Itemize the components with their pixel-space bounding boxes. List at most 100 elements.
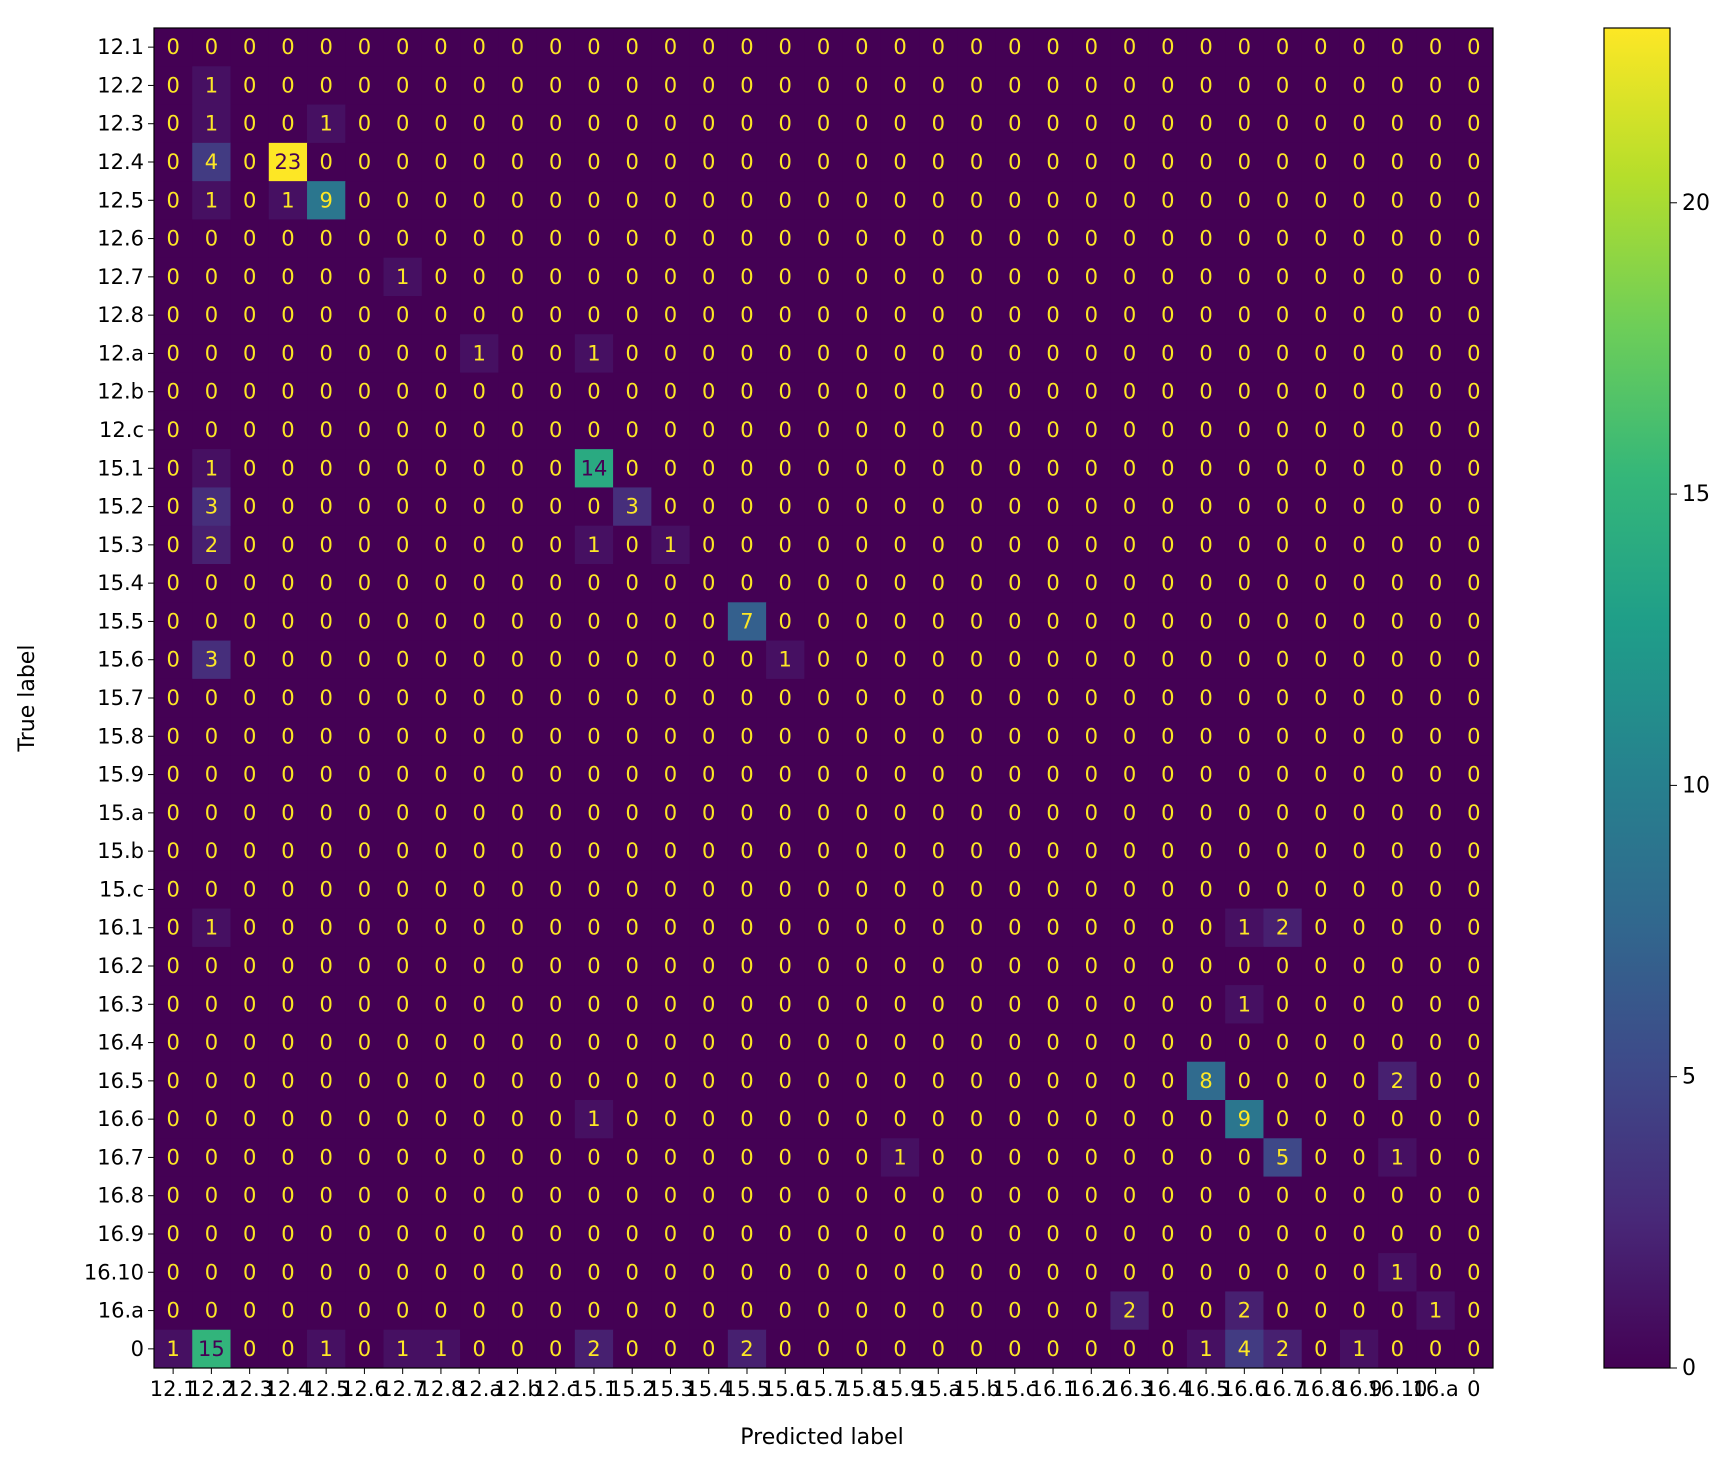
cell-label: 0 xyxy=(396,227,409,251)
cell xyxy=(192,181,232,220)
cell-label: 0 xyxy=(358,35,371,59)
cell xyxy=(613,678,652,718)
cell xyxy=(651,870,691,910)
cell xyxy=(345,372,385,412)
cell-label: 0 xyxy=(549,763,562,787)
cell xyxy=(1378,1291,1417,1331)
cell xyxy=(536,410,576,450)
cell-label: 0 xyxy=(932,609,945,633)
cell-label: 0 xyxy=(893,1107,906,1131)
cell xyxy=(230,525,270,565)
cell-label: 0 xyxy=(549,839,562,863)
cell xyxy=(613,296,652,335)
cell xyxy=(957,678,997,718)
cell xyxy=(1416,104,1456,144)
cell xyxy=(536,1253,576,1292)
cell-label: 0 xyxy=(855,456,868,480)
cell-label: 0 xyxy=(434,954,447,978)
cell-label: 0 xyxy=(1352,112,1365,136)
cell xyxy=(651,487,691,527)
cell xyxy=(421,678,461,718)
cell xyxy=(919,104,958,144)
cell xyxy=(154,602,193,642)
cell xyxy=(1225,602,1264,642)
cell-label: 0 xyxy=(970,533,983,557)
cell xyxy=(1416,793,1456,833)
cell xyxy=(192,525,232,565)
cell xyxy=(574,793,614,833)
cell-label: 0 xyxy=(1276,1107,1289,1131)
cell-label: 0 xyxy=(1467,227,1480,251)
cell-label: 0 xyxy=(932,801,945,825)
cell xyxy=(1301,219,1341,259)
cell-label: 0 xyxy=(1046,1299,1059,1323)
cell-label: 0 xyxy=(779,456,792,480)
cell-label: 0 xyxy=(893,839,906,863)
cell xyxy=(689,449,729,488)
cell xyxy=(1416,449,1456,488)
cell xyxy=(154,334,193,374)
cell xyxy=(1263,449,1303,488)
cell xyxy=(1186,142,1226,182)
cell xyxy=(383,66,423,106)
cell xyxy=(1033,296,1073,335)
cell xyxy=(1148,870,1188,910)
cell-label: 0 xyxy=(664,1260,677,1284)
cell-label: 0 xyxy=(740,992,753,1016)
cell-label: 0 xyxy=(626,533,639,557)
cell xyxy=(766,525,805,565)
cell-label: 0 xyxy=(1238,801,1251,825)
cell-label: 0 xyxy=(587,495,600,519)
cell xyxy=(1225,142,1264,182)
cell-label: 0 xyxy=(855,609,868,633)
cell-label: 0 xyxy=(1467,1031,1480,1055)
cell-label: 0 xyxy=(664,571,677,595)
cell-label: 0 xyxy=(1467,801,1480,825)
cell-label: 0 xyxy=(626,1299,639,1323)
cell-label: 0 xyxy=(205,877,218,901)
cell xyxy=(383,1214,423,1254)
cell-label: 0 xyxy=(205,418,218,442)
cell xyxy=(1033,1100,1073,1139)
cell-label: 0 xyxy=(434,1299,447,1323)
cell-label: 0 xyxy=(1008,227,1021,251)
cell xyxy=(1378,372,1417,412)
cell-label: 0 xyxy=(1467,73,1480,97)
cell-label: 1 xyxy=(166,1337,179,1361)
cell-label: 0 xyxy=(1352,839,1365,863)
cell-label: 0 xyxy=(970,495,983,519)
cell-label: 0 xyxy=(932,686,945,710)
cell xyxy=(460,564,499,603)
cell xyxy=(842,793,882,833)
cell xyxy=(1033,372,1073,412)
cell xyxy=(1225,564,1264,603)
cell xyxy=(880,372,920,412)
cell xyxy=(1110,525,1150,565)
cell-label: 0 xyxy=(1199,1107,1212,1131)
cell xyxy=(766,1138,805,1178)
cell-label: 0 xyxy=(893,265,906,289)
cell xyxy=(919,640,958,680)
cell xyxy=(1225,908,1264,948)
cell-label: 0 xyxy=(1429,341,1442,365)
cell xyxy=(1263,1176,1303,1216)
cell-label: 0 xyxy=(1314,763,1327,787)
cell xyxy=(536,142,576,182)
cell-label: 0 xyxy=(511,1299,524,1323)
cell xyxy=(995,142,1035,182)
cell xyxy=(460,908,499,948)
cell xyxy=(1186,832,1226,871)
cell xyxy=(957,755,997,795)
cell xyxy=(957,640,997,680)
cell-label: 0 xyxy=(281,1031,294,1055)
cell-label: 0 xyxy=(702,763,715,787)
cell xyxy=(536,1138,576,1178)
cell-label: 0 xyxy=(626,1145,639,1169)
cell xyxy=(536,1100,576,1139)
cell-label: 0 xyxy=(1161,265,1174,289)
cell xyxy=(421,755,461,795)
cell-label: 0 xyxy=(970,227,983,251)
cell-label: 0 xyxy=(1276,533,1289,557)
cell xyxy=(727,870,767,910)
cell-label: 0 xyxy=(740,341,753,365)
